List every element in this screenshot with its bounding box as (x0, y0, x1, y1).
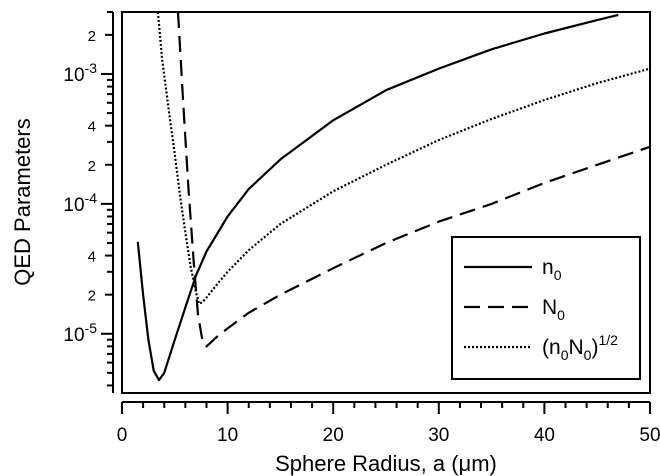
y-axis-label: QED Parameters (10, 118, 35, 286)
x-tick-label: 30 (428, 425, 449, 446)
axes-layer: 0 10 20 30 40 50 10-5 2 4 10-4 2 4 10-3 2 (63, 11, 660, 446)
legend-box (451, 236, 641, 380)
legend: n0 N0 (n0N0)1/2 (451, 236, 641, 380)
legend-label-1: N0 (542, 296, 565, 323)
series-line-0 (136, 13, 619, 382)
x-tick-label: 40 (534, 425, 555, 446)
y-tick-label: 2 (88, 288, 96, 305)
legend-label-2: (n0N0)1/2 (542, 332, 618, 363)
plot-frame (121, 11, 651, 394)
x-tick-label: 10 (217, 425, 238, 446)
y-tick-label: 4 (88, 249, 96, 266)
x-tick-label: 20 (323, 425, 344, 446)
x-axis-label: Sphere Radius, a (μm) (275, 451, 497, 476)
y-tick-label: 2 (88, 28, 96, 45)
legend-label-0: n0 (542, 256, 562, 283)
y-tick-label: 10-5 (63, 320, 97, 346)
y-tick-label: 10-3 (63, 60, 97, 86)
series-line-2 (156, 12, 650, 305)
y-tick-label: 10-4 (63, 190, 97, 216)
series-layer (136, 12, 650, 382)
x-tick-label: 50 (639, 425, 660, 446)
y-tick-label: 2 (88, 158, 96, 175)
x-tick-label: 0 (117, 425, 128, 446)
y-tick-label: 4 (88, 119, 96, 136)
